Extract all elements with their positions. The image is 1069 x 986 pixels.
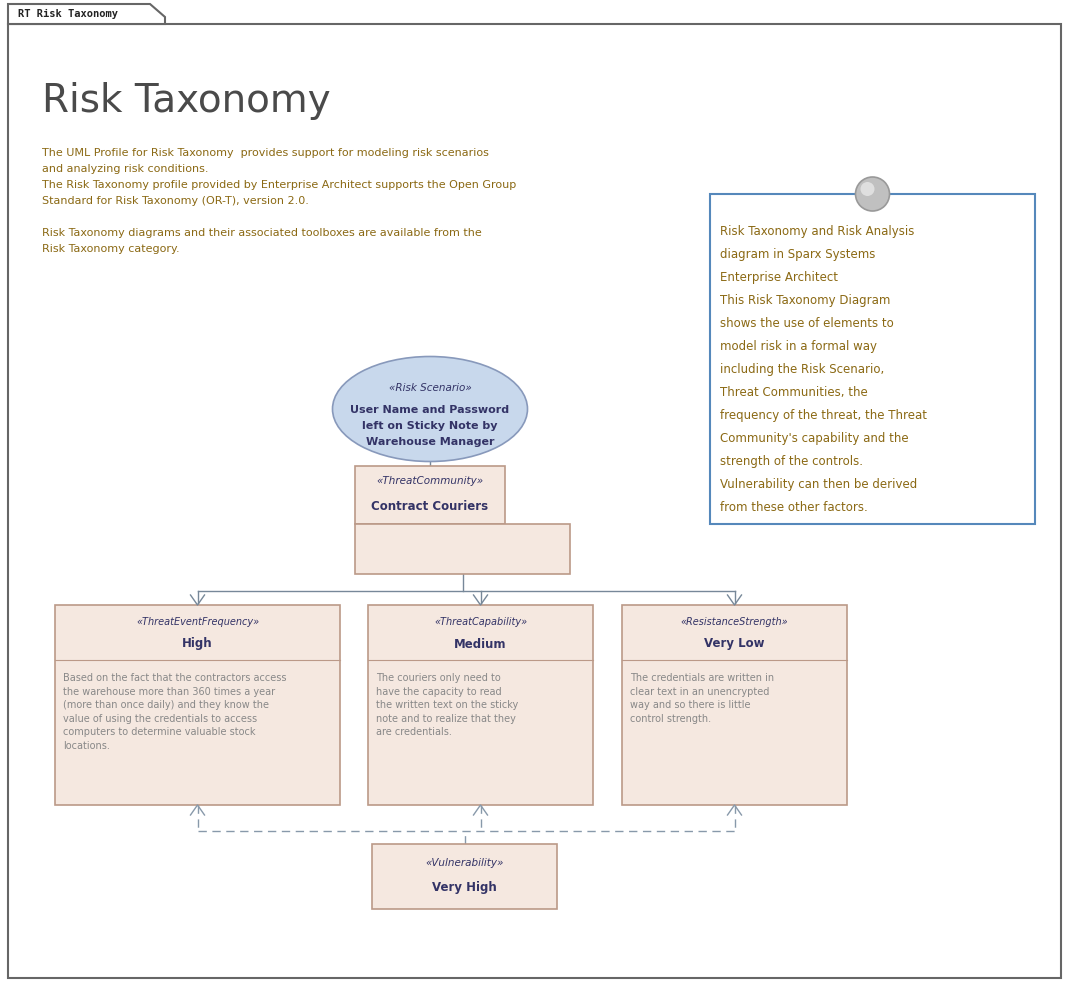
Text: «Vulnerability»: «Vulnerability» (425, 857, 503, 867)
Text: diagram in Sparx Systems: diagram in Sparx Systems (721, 247, 876, 260)
Text: Risk Taxonomy: Risk Taxonomy (42, 82, 330, 120)
Bar (372, 844, 557, 909)
Text: «ThreatCapability»: «ThreatCapability» (434, 616, 527, 626)
Text: «ThreatCommunity»: «ThreatCommunity» (376, 475, 483, 485)
Text: left on Sticky Note by: left on Sticky Note by (362, 421, 498, 431)
Text: and analyzing risk conditions.: and analyzing risk conditions. (42, 164, 208, 174)
Circle shape (855, 177, 889, 212)
Text: Very High: Very High (432, 880, 497, 893)
Text: The UML Profile for Risk Taxonomy  provides support for modeling risk scenarios: The UML Profile for Risk Taxonomy provid… (42, 148, 489, 158)
Circle shape (861, 182, 874, 197)
Text: The couriers only need to
have the capacity to read
the written text on the stic: The couriers only need to have the capac… (376, 672, 518, 737)
Text: model risk in a formal way: model risk in a formal way (721, 339, 877, 353)
Text: Vulnerability can then be derived: Vulnerability can then be derived (721, 477, 917, 490)
Bar (355, 525, 570, 575)
Text: including the Risk Scenario,: including the Risk Scenario, (721, 363, 884, 376)
Text: User Name and Password: User Name and Password (351, 404, 510, 414)
Text: The credentials are written in
clear text in an unencrypted
way and so there is : The credentials are written in clear tex… (630, 672, 774, 723)
Text: Medium: Medium (454, 637, 507, 650)
Text: «ResistanceStrength»: «ResistanceStrength» (681, 616, 788, 626)
Text: from these other factors.: from these other factors. (721, 501, 868, 514)
Text: Enterprise Architect: Enterprise Architect (721, 271, 838, 284)
Text: Contract Couriers: Contract Couriers (371, 500, 489, 513)
Text: High: High (182, 637, 213, 650)
Text: Standard for Risk Taxonomy (OR-T), version 2.0.: Standard for Risk Taxonomy (OR-T), versi… (42, 196, 309, 206)
Text: «ThreatEventFrequency»: «ThreatEventFrequency» (136, 616, 259, 626)
Bar (710, 195, 1035, 525)
Text: RT Risk Taxonomy: RT Risk Taxonomy (18, 9, 118, 19)
Text: Risk Taxonomy category.: Risk Taxonomy category. (42, 244, 180, 253)
Bar (55, 605, 340, 806)
Bar (622, 605, 847, 806)
Bar (355, 466, 505, 525)
Ellipse shape (332, 357, 527, 462)
Text: Warehouse Manager: Warehouse Manager (366, 437, 494, 447)
Text: Very Low: Very Low (704, 637, 764, 650)
Text: Community's capability and the: Community's capability and the (721, 432, 909, 445)
Text: shows the use of elements to: shows the use of elements to (721, 317, 894, 329)
Text: frequency of the threat, the Threat: frequency of the threat, the Threat (721, 408, 927, 422)
Bar (368, 605, 593, 806)
Text: strength of the controls.: strength of the controls. (721, 455, 863, 467)
Text: The Risk Taxonomy profile provided by Enterprise Architect supports the Open Gro: The Risk Taxonomy profile provided by En… (42, 179, 516, 190)
Text: Risk Taxonomy and Risk Analysis: Risk Taxonomy and Risk Analysis (721, 225, 914, 238)
Text: Based on the fact that the contractors access
the warehouse more than 360 times : Based on the fact that the contractors a… (63, 672, 286, 750)
Text: This Risk Taxonomy Diagram: This Risk Taxonomy Diagram (721, 294, 890, 307)
Text: Risk Taxonomy diagrams and their associated toolboxes are available from the: Risk Taxonomy diagrams and their associa… (42, 228, 482, 238)
Polygon shape (7, 5, 165, 25)
Text: Threat Communities, the: Threat Communities, the (721, 386, 868, 398)
Text: «Risk Scenario»: «Risk Scenario» (389, 383, 471, 392)
